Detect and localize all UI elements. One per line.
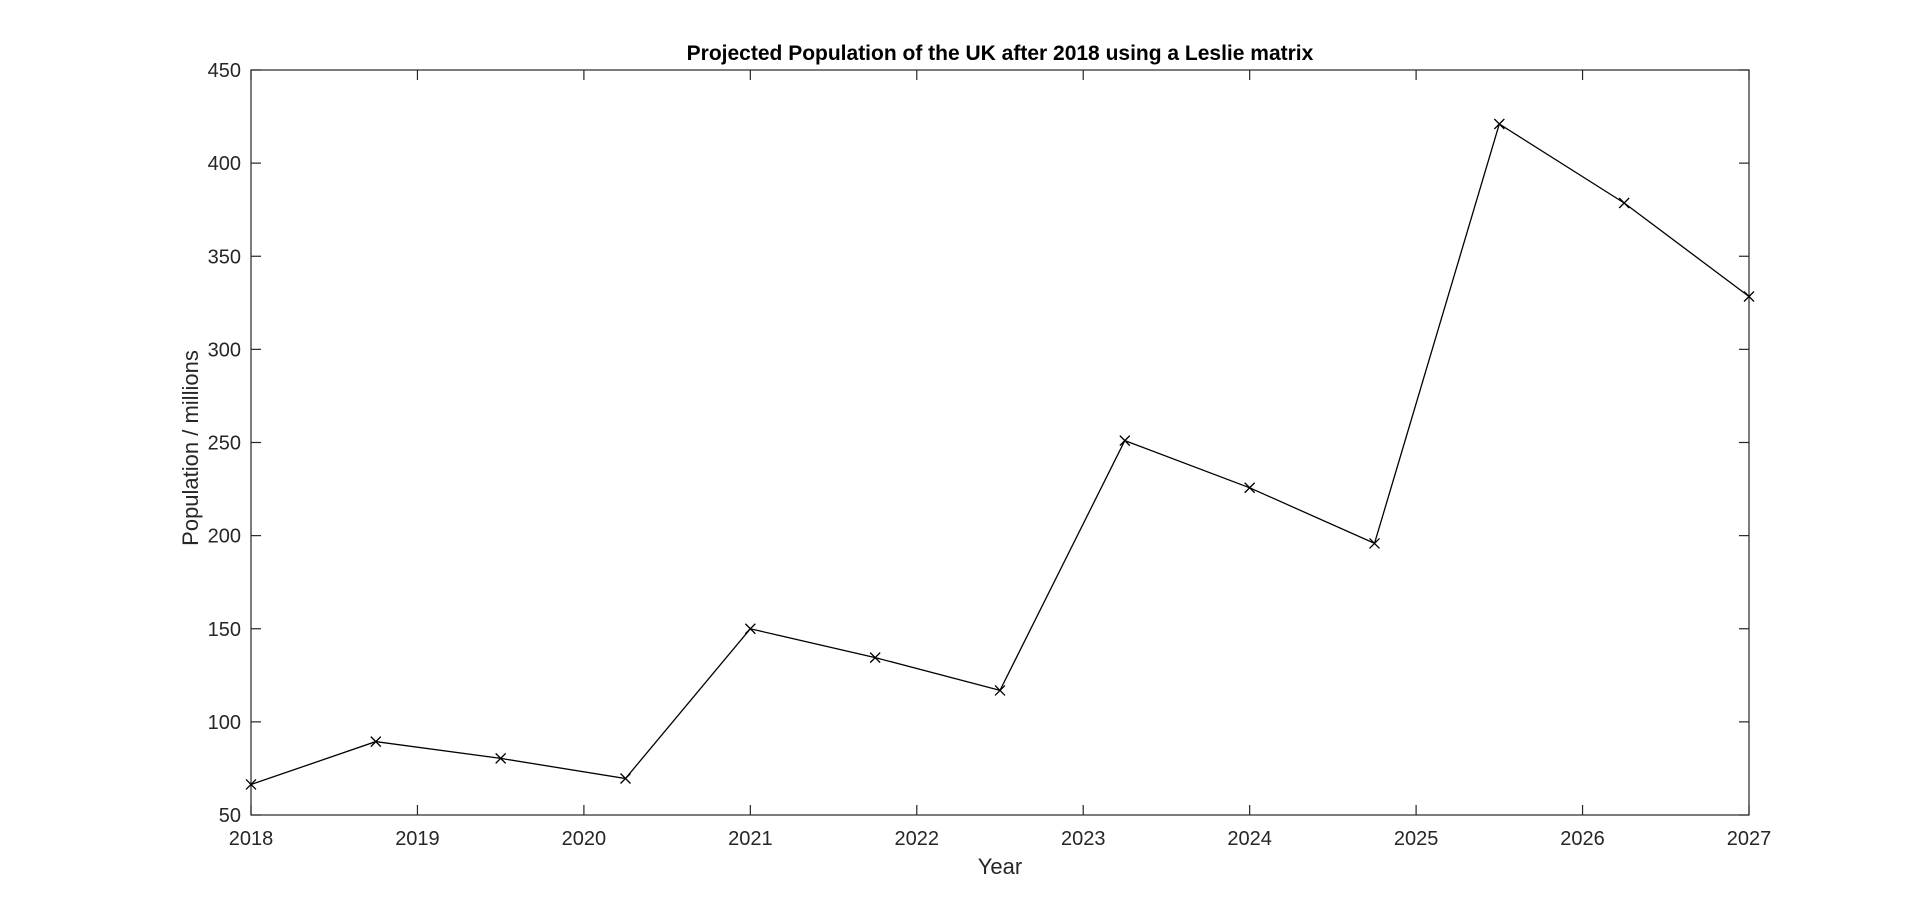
x-tick-label: 2021 [728,828,773,850]
x-tick-label: 2022 [895,828,940,850]
data-point-marker [1743,291,1755,302]
y-tick-label: 50 [219,805,241,827]
y-tick-label: 300 [208,339,241,361]
x-tick-label: 2019 [395,828,440,850]
y-tick-label: 350 [208,246,241,268]
y-tick-label: 100 [208,712,241,734]
data-point-marker [370,736,382,748]
plot-frame [250,69,1750,816]
y-tick-label: 250 [208,433,241,455]
data-point-marker [869,652,881,664]
data-point-marker [495,752,507,764]
data-point-marker [744,623,756,635]
chart-title: Projected Population of the UK after 201… [687,42,1314,65]
data-point-marker [1493,118,1505,130]
x-axis-label: Year [978,854,1022,879]
y-tick-label: 150 [208,619,241,641]
plot-area: 2018 2019 2020 2021 2022 2023 2024 2025 2026 2027… [208,60,1772,850]
y-tick-label: 400 [208,153,241,175]
x-tick-label: 2023 [1061,828,1106,850]
data-point-marker [1244,482,1256,494]
x-tick-label: 2018 [229,828,274,850]
x-tick-label: 2026 [1560,828,1605,850]
data-point-marker [245,778,257,790]
data-point-marker [1618,197,1630,209]
x-tick-label: 2024 [1227,828,1272,850]
data-point-marker [1369,537,1380,549]
data-point-marker [620,773,631,784]
data-point-marker [1119,435,1131,447]
data-point-marker [994,684,1006,696]
y-tick-label: 200 [208,526,241,548]
x-tick-label: 2027 [1727,828,1772,850]
x-tick-label: 2025 [1394,828,1439,850]
y-axis-label: Population / millions [178,350,203,546]
x-tick-label: 2020 [562,828,607,850]
y-tick-label: 450 [208,60,241,82]
